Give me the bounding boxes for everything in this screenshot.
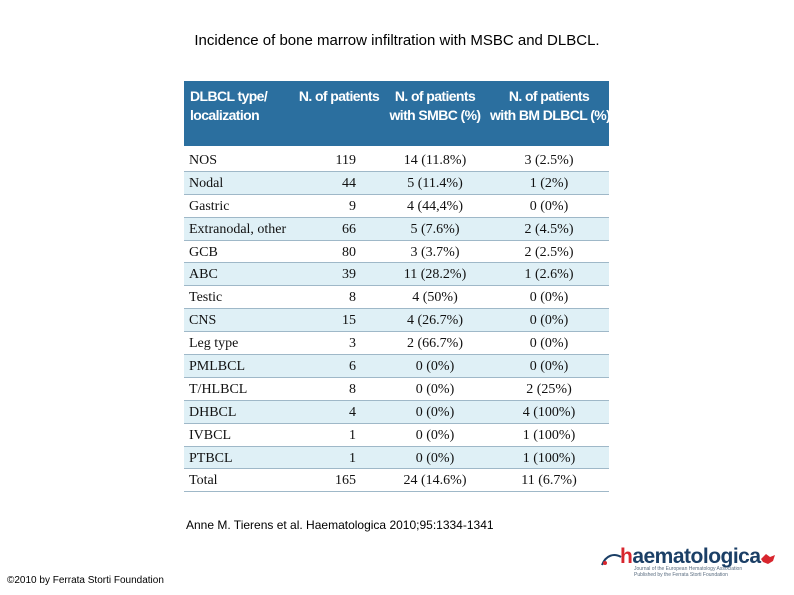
table-row: Leg type 3 2 (66.7%) 0 (0%) <box>184 332 609 356</box>
table-row: NOS 119 14 (11.8%) 3 (2.5%) <box>184 149 609 172</box>
column-header-patients: N. of patients <box>298 88 380 104</box>
column-header-smbc: N. of patients with SMBC (%) <box>389 88 482 123</box>
table-cell: 2 (25%) <box>526 381 572 397</box>
table-cell: 11 (28.2%) <box>403 267 467 283</box>
column-header-type: DLBCL type/ localization <box>190 88 268 123</box>
table-cell: 4 (100%) <box>522 404 576 420</box>
table-cell: 3 <box>349 336 356 352</box>
results-table: DLBCL type/ localization N. of patients … <box>184 81 611 497</box>
logo-wordmark: haematologica <box>620 545 761 568</box>
table-cell: 0 (0%) <box>529 313 569 329</box>
haematologica-logo: haematologica Journal of the European He… <box>600 545 780 579</box>
table-row: T/HLBCL 8 0 (0%) 2 (25%) <box>184 378 609 401</box>
table-cell: 8 <box>349 381 356 397</box>
table-cell: 4 (26.7%) <box>407 313 463 329</box>
table-cell: 0 (0%) <box>415 427 455 443</box>
column-header-bm-dlbcl: N. of patients with BM DLBCL (%) <box>490 88 611 123</box>
table-row: Nodal 44 5 (11.4%) 1 (2%) <box>184 171 609 195</box>
table-cell: IVBCL <box>189 427 231 443</box>
table-cell: 1 (2.6%) <box>524 267 574 283</box>
table-cell: NOS <box>189 153 218 168</box>
table-cell: 15 <box>342 313 356 329</box>
table-cell: 44 <box>342 175 356 191</box>
table-cell: Extranodal, other <box>189 221 287 237</box>
table-cell: 1 <box>349 427 356 443</box>
table-row: PMLBCL 6 0 (0%) 0 (0%) <box>184 355 609 378</box>
table-cell: 0 (0%) <box>415 381 455 397</box>
table-cell: 66 <box>342 221 356 237</box>
table-cell: T/HLBCL <box>189 381 248 397</box>
table-row: ABC 39 11 (28.2%) 1 (2.6%) <box>184 263 609 287</box>
table-cell: 3 (3.7%) <box>410 244 460 260</box>
table-cell: 0 (0%) <box>415 404 455 420</box>
citation: Anne M. Tierens et al. Haematologica 201… <box>186 518 494 532</box>
table-cell: Leg type <box>189 336 239 352</box>
table-row: Extranodal, other 66 5 (7.6%) 2 (4.5%) <box>184 217 609 241</box>
table-cell: ABC <box>189 267 218 283</box>
table-cell: 1 (100%) <box>522 427 576 443</box>
logo-badge-icon <box>761 554 775 564</box>
table-cell: 0 (0%) <box>415 450 455 466</box>
copyright: ©2010 by Ferrata Storti Foundation <box>7 575 164 586</box>
logo-tagline: Journal of the European Hematology Assoc… <box>634 566 743 578</box>
table-row: IVBCL 1 0 (0%) 1 (100%) <box>184 424 609 447</box>
table-cell: 5 (7.6%) <box>410 221 460 237</box>
table-cell: 39 <box>342 267 356 283</box>
table-cell: 4 (44,4%) <box>407 198 463 214</box>
table-cell: 4 <box>349 404 356 420</box>
table-cell: GCB <box>189 244 218 260</box>
table-cell: 1 <box>349 450 356 466</box>
table-row: PTBCL 1 0 (0%) 1 (100%) <box>184 446 609 470</box>
table-row: CNS 15 4 (26.7%) 0 (0%) <box>184 309 609 333</box>
table-cell: 0 (0%) <box>529 336 569 352</box>
slide-title: Incidence of bone marrow infiltration wi… <box>194 32 600 49</box>
table-cell: 11 (6.7%) <box>521 473 577 489</box>
table-body: NOS 119 14 (11.8%) 3 (2.5%) Nodal 44 5 (11.4%)… <box>184 149 609 493</box>
table-cell: PTBCL <box>189 450 233 466</box>
table-cell: Total <box>189 473 218 489</box>
table-cell: Gastric <box>189 198 230 214</box>
table-cell: 0 (0%) <box>529 290 569 306</box>
table-cell: 4 (50%) <box>412 290 458 306</box>
table-cell: 165 <box>335 473 356 489</box>
table-cell: 1 (2%) <box>529 175 569 191</box>
table-cell: 9 <box>349 198 356 214</box>
table-cell: CNS <box>189 313 217 329</box>
table-cell: Testic <box>189 290 223 306</box>
table-cell: 2 (2.5%) <box>524 244 574 260</box>
table-cell: 2 (4.5%) <box>524 221 574 237</box>
table-row: Testic 8 4 (50%) 0 (0%) <box>184 286 609 310</box>
table-cell: 1 (100%) <box>522 450 576 466</box>
table-cell: 0 (0%) <box>529 198 569 214</box>
table-total-row: Total 165 24 (14.6%) 11 (6.7%) <box>184 469 609 493</box>
table-cell: 119 <box>335 153 356 168</box>
table-cell: Nodal <box>189 175 224 191</box>
table-cell: 0 (0%) <box>415 359 455 375</box>
table-cell: 6 <box>349 359 356 375</box>
table-cell: 5 (11.4%) <box>407 175 463 191</box>
table-row: GCB 80 3 (3.7%) 2 (2.5%) <box>184 241 609 264</box>
table-cell: PMLBCL <box>189 359 246 375</box>
table-cell: 3 (2.5%) <box>524 153 574 168</box>
table-header: DLBCL type/ localization N. of patients … <box>184 81 611 146</box>
swoosh-icon <box>601 554 622 566</box>
table-row: Gastric 9 4 (44,4%) 0 (0%) <box>184 195 609 218</box>
table-cell: 80 <box>342 244 356 260</box>
table-row: DHBCL 4 0 (0%) 4 (100%) <box>184 400 609 424</box>
table-cell: 8 <box>349 290 356 306</box>
table-cell: 14 (11.8%) <box>403 153 467 168</box>
table-cell: 2 (66.7%) <box>407 336 463 352</box>
table-cell: DHBCL <box>189 404 237 420</box>
table-cell: 24 (14.6%) <box>403 473 467 489</box>
table-cell: 0 (0%) <box>529 359 569 375</box>
